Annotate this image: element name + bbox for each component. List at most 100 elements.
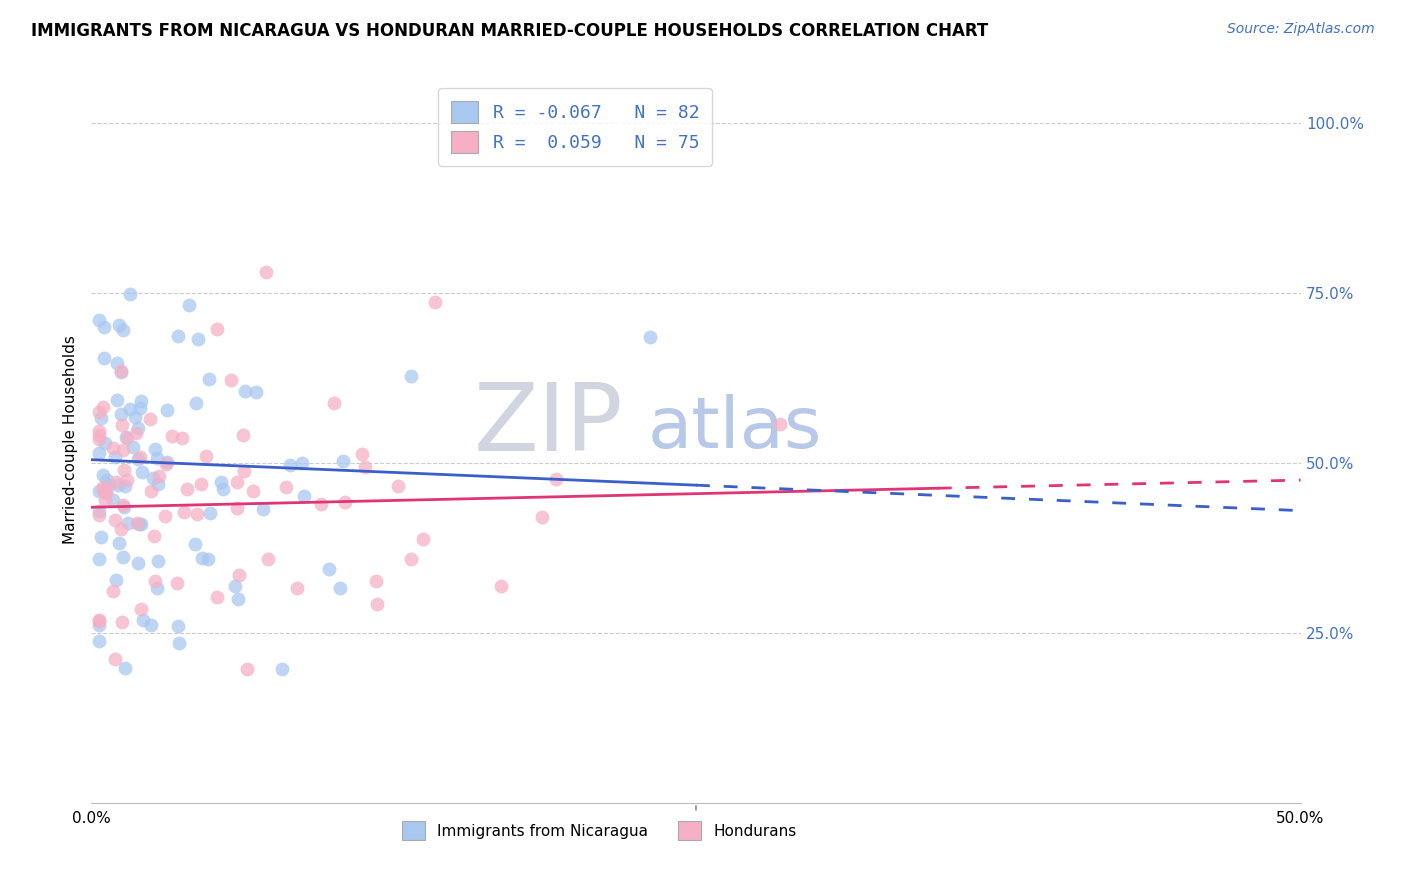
Point [104,513,127,527]
Point [142,471,165,485]
Point [309,498,332,512]
Point [155,455,177,469]
Point [131,613,153,627]
Point [94,493,117,508]
Point [242,484,264,499]
Point [211,483,233,497]
Point [108,535,131,549]
Point [252,501,274,516]
Point [278,458,301,472]
Point [127,556,149,570]
Point [112,500,135,514]
Point [107,478,129,492]
Point [366,598,388,612]
Point [425,295,447,310]
Point [131,517,153,532]
Point [114,479,136,493]
Point [148,469,170,483]
Point [769,417,792,431]
Point [166,575,188,590]
Point [412,532,434,546]
Point [121,440,143,454]
Point [97,478,120,492]
Point [91,401,114,415]
Point [127,421,149,435]
Point [115,473,138,487]
Point [191,550,214,565]
Point [226,475,249,489]
Point [546,472,568,486]
Point [184,537,207,551]
Point [125,516,148,531]
Point [177,298,200,312]
Point [638,329,661,343]
Point [287,581,309,595]
Point [111,498,134,512]
Point [198,372,221,386]
Point [274,480,297,494]
Point [332,454,354,468]
Point [207,322,229,336]
Point [124,409,146,424]
Point [91,467,114,482]
Point [129,393,152,408]
Point [87,405,110,419]
Point [118,287,141,301]
Point [94,486,117,500]
Point [146,581,169,595]
Text: IMMIGRANTS FROM NICARAGUA VS HONDURAN MARRIED-COUPLE HOUSEHOLDS CORRELATION CHAR: IMMIGRANTS FROM NICARAGUA VS HONDURAN MA… [31,22,988,40]
Point [90,530,112,544]
Point [111,323,134,337]
Point [142,529,165,543]
Point [112,549,135,564]
Point [111,615,134,630]
Point [105,356,128,370]
Point [110,363,132,377]
Point [257,551,280,566]
Point [333,495,356,509]
Point [87,504,110,518]
Point [139,411,162,425]
Point [93,435,115,450]
Point [153,509,176,524]
Point [103,441,125,455]
Point [87,428,110,442]
Legend: Immigrants from Nicaragua, Hondurans: Immigrants from Nicaragua, Hondurans [395,815,803,846]
Point [224,579,246,593]
Point [531,510,554,524]
Point [350,447,373,461]
Point [87,552,110,566]
Point [228,567,250,582]
Point [125,425,148,440]
Point [111,442,134,457]
Point [110,407,132,421]
Point [93,320,115,334]
Point [94,484,117,499]
Point [108,318,131,333]
Point [105,573,128,587]
Point [160,429,183,443]
Point [87,313,110,327]
Point [89,446,111,460]
Point [87,613,110,627]
Point [491,579,513,593]
Point [104,651,127,665]
Point [104,475,127,489]
Text: Source: ZipAtlas.com: Source: ZipAtlas.com [1227,22,1375,37]
Point [318,562,340,576]
Point [184,396,207,410]
Point [209,475,232,489]
Point [145,574,167,588]
Point [271,662,294,676]
Point [87,432,110,446]
Point [167,636,190,650]
Point [197,551,219,566]
Point [323,396,346,410]
Point [110,365,132,379]
Point [127,451,149,466]
Point [112,463,135,477]
Point [232,428,254,442]
Point [226,501,249,516]
Point [291,456,314,470]
Point [91,480,114,494]
